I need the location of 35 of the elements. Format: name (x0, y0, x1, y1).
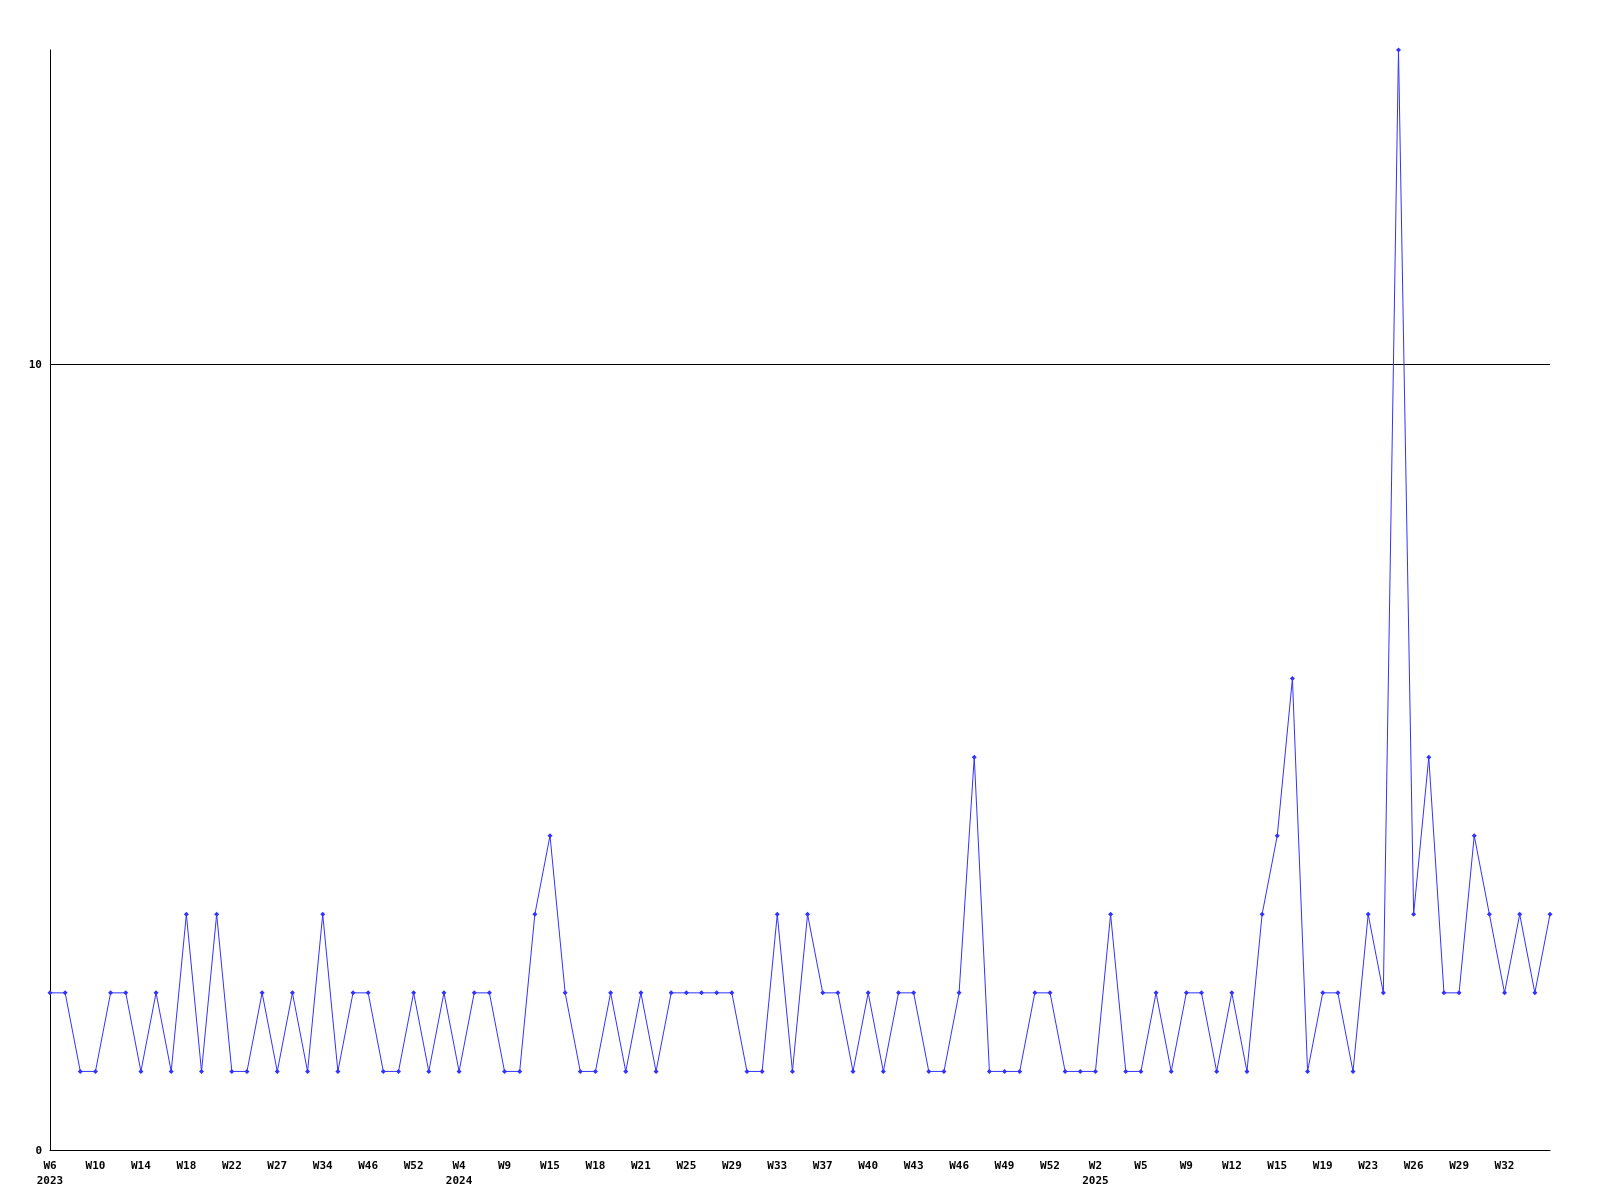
x-tick-label: W26 (1403, 1159, 1424, 1172)
x-tick-label: W46 (358, 1159, 379, 1172)
x-tick-label: W23 (1358, 1159, 1379, 1172)
x-tick-label: W43 (903, 1159, 924, 1172)
x-tick-label: W33 (767, 1159, 788, 1172)
x-tick-label: W6 2023 (36, 1159, 64, 1187)
x-tick-label: W29 (721, 1159, 742, 1172)
x-tick-label: W40 (858, 1159, 879, 1172)
x-tick-label: W19 (1312, 1159, 1333, 1172)
y-tick-label: 10 (28, 357, 42, 371)
x-tick-label: W52 (403, 1159, 424, 1172)
x-tick-label: W34 (312, 1159, 334, 1172)
x-tick-label: W14 (130, 1159, 152, 1172)
x-tick-label: W27 (267, 1159, 288, 1172)
x-tick-label: W10 (85, 1159, 106, 1172)
x-tick-label: W15 (1267, 1159, 1288, 1172)
x-tick-label: W12 (1221, 1159, 1242, 1172)
x-tick-label: W18 (176, 1159, 197, 1172)
x-tick-label: W21 (630, 1159, 652, 1172)
x-tick-label: W5 (1134, 1159, 1148, 1172)
x-tick-label: W32 (1494, 1159, 1515, 1172)
x-tick-label: W9 (497, 1159, 512, 1172)
x-tick-label: W2 2025 (1082, 1159, 1109, 1187)
x-tick-label: W9 (1179, 1159, 1193, 1172)
x-tick-label: W46 (949, 1159, 970, 1172)
x-tick-label: W29 (1449, 1159, 1470, 1172)
x-tick-label: W22 (221, 1159, 242, 1172)
x-tick-label: W52 (1040, 1159, 1060, 1172)
x-tick-label: W37 (812, 1159, 833, 1172)
x-tick-label: W15 (540, 1159, 560, 1172)
x-tick-label: W25 (676, 1159, 697, 1172)
x-tick-label: W18 (585, 1159, 606, 1172)
y-tick-label: 0 (35, 1143, 42, 1157)
x-tick-label: W49 (994, 1159, 1015, 1172)
x-tick-label: W4 2024 (445, 1159, 473, 1187)
